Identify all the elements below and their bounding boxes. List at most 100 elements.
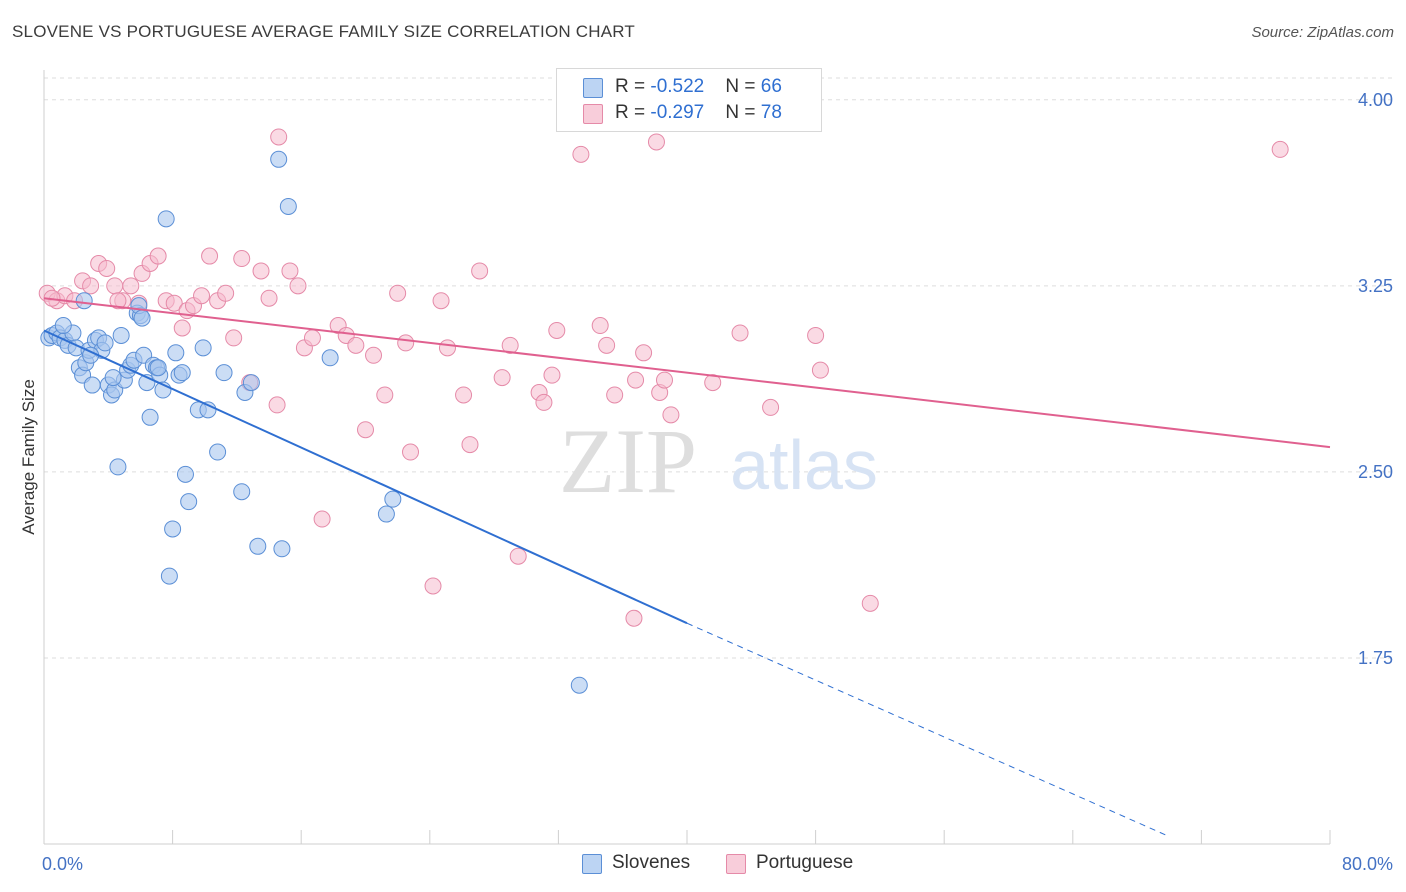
slovenes-point (104, 369, 122, 387)
slovenes-point (112, 326, 130, 344)
slovenes-swatch (583, 78, 603, 98)
portuguese-point (606, 386, 624, 404)
n-label: N = (725, 102, 761, 123)
portuguese-point (572, 145, 590, 163)
portuguese-point (270, 128, 288, 146)
portuguese-point (268, 396, 286, 414)
slovenes-point (176, 465, 194, 483)
legend-label-portuguese: Portuguese (756, 852, 854, 873)
portuguese-point (424, 577, 442, 595)
portuguese-point (303, 329, 321, 347)
slovenes-point (249, 537, 267, 555)
portuguese-point (861, 594, 879, 612)
portuguese-point (233, 250, 251, 268)
portuguese-swatch (583, 104, 603, 124)
portuguese-point (173, 319, 191, 337)
r-value: -0.297 (650, 102, 705, 123)
slovenes-point (270, 150, 288, 168)
portuguese-point (82, 277, 100, 295)
slovenes-points (40, 150, 588, 694)
slovenes-point (242, 374, 260, 392)
portuguese-point (109, 292, 127, 310)
portuguese-point (635, 344, 653, 362)
portuguese-point (627, 371, 645, 389)
n-value: 66 (760, 76, 782, 97)
portuguese-point (548, 321, 566, 339)
slovenes-point (141, 408, 159, 426)
slovenes-point (167, 344, 185, 362)
slovenes-point (109, 458, 127, 476)
series-legend: Slovenes Portuguese (0, 852, 1406, 878)
portuguese-point (509, 547, 527, 565)
slovenes-point (384, 490, 402, 508)
portuguese-point (149, 247, 167, 265)
y-tick-label: 2.50 (1358, 462, 1393, 482)
portuguese-swatch (726, 854, 746, 874)
portuguese-point (260, 289, 278, 307)
slovenes-point (279, 197, 297, 215)
portuguese-point (357, 421, 374, 439)
n-value: 78 (760, 102, 782, 123)
portuguese-point (762, 398, 780, 416)
slovenes-point (194, 339, 212, 357)
portuguese-point (365, 346, 383, 364)
watermark-zip: ZIP (559, 410, 697, 512)
portuguese-point (106, 277, 124, 295)
slovenes-point (377, 505, 395, 523)
portuguese-point (625, 609, 643, 627)
portuguese-point (397, 334, 415, 352)
portuguese-point (647, 133, 665, 151)
portuguese-point (252, 262, 270, 280)
tick-labels: 1.75 2.50 3.25 4.00 0.0% 80.0% (42, 90, 1393, 874)
portuguese-point (402, 443, 420, 461)
slovenes-point (149, 359, 167, 377)
gridlines (44, 77, 1392, 659)
portuguese-point (704, 374, 722, 392)
slovenes-point (133, 309, 151, 327)
trend-lines (43, 297, 1331, 838)
portuguese-point (543, 366, 561, 384)
r-value: -0.522 (650, 76, 705, 97)
slovenes-point (180, 493, 198, 511)
y-tick-label: 3.25 (1358, 276, 1393, 296)
portuguese-point (122, 277, 140, 295)
portuguese-point (225, 329, 243, 347)
portuguese-point (655, 371, 673, 389)
r-label: R = (615, 76, 651, 97)
slovenes-point (157, 210, 175, 228)
slovenes-point (54, 317, 72, 335)
portuguese-point (731, 324, 749, 342)
axes (43, 70, 1331, 845)
portuguese-point (201, 247, 219, 265)
slovenes-point (173, 364, 191, 382)
portuguese-point (376, 386, 394, 404)
portuguese-point (217, 284, 235, 302)
portuguese-point (193, 287, 211, 305)
portuguese-point (598, 336, 616, 354)
portuguese-point (313, 510, 331, 528)
legend-label-slovenes: Slovenes (612, 852, 691, 873)
portuguese-point (289, 277, 307, 295)
r-label: R = (615, 102, 651, 123)
slovenes-point (321, 349, 339, 367)
slovenes-point (209, 443, 227, 461)
portuguese-point (471, 262, 489, 280)
portuguese-point (98, 259, 116, 277)
portuguese-points (38, 128, 1289, 627)
portuguese-point (461, 436, 479, 454)
x-tick-label: 0.0% (42, 854, 83, 874)
portuguese-point (347, 336, 365, 354)
n-label: N = (725, 76, 761, 97)
slovenes-point (273, 540, 291, 558)
y-tick-label: 4.00 (1358, 90, 1393, 110)
slovenes-point (570, 676, 588, 694)
correlation-legend: R = -0.522 N = 66 R = -0.297 N = 78 (556, 68, 822, 132)
portuguese-point (432, 292, 450, 310)
portuguese-point (662, 406, 680, 424)
slovenes-point (75, 292, 93, 310)
slovenes-point (83, 376, 101, 394)
portuguese-point (811, 361, 829, 379)
portuguese-point (501, 336, 519, 354)
portuguese-point (281, 262, 299, 280)
